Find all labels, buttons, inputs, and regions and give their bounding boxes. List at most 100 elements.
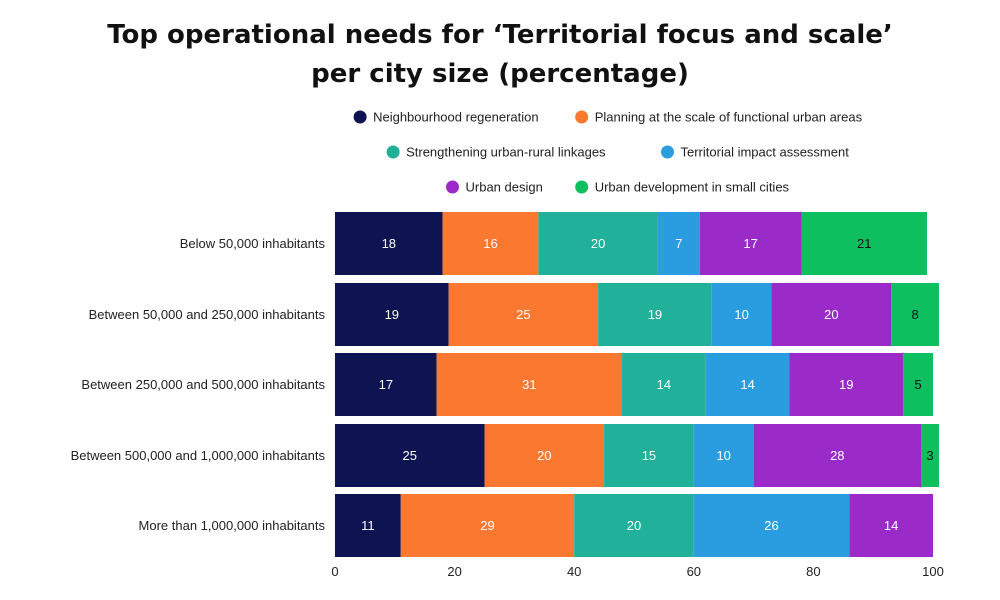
bar-segment-0-1 — [442, 212, 539, 275]
data-label-3-4: 28 — [830, 448, 844, 463]
bar-segment-2-4 — [789, 353, 904, 416]
legend-label: Territorial impact assessment — [681, 145, 850, 160]
data-label-0-5: 21 — [857, 236, 871, 251]
bar-segment-2-5 — [903, 353, 933, 416]
bar-segment-3-2 — [604, 424, 694, 487]
x-tick-label-1: 20 — [447, 564, 461, 579]
data-label-3-5: 3 — [926, 448, 933, 463]
x-axis: 0 20 40 60 80 100 — [331, 564, 943, 579]
bar-segment-3-4 — [753, 424, 922, 487]
data-label-2-2: 14 — [657, 377, 671, 392]
data-label-0-4: 17 — [743, 236, 757, 251]
x-tick-label-5: 100 — [922, 564, 944, 579]
legend-marker — [446, 180, 459, 194]
legend-marker — [386, 145, 400, 159]
category-label-3: Between 500,000 and 1,000,000 inhabitant… — [71, 448, 326, 463]
category-label-0: Below 50,000 inhabitants — [180, 236, 326, 251]
data-label-4-2: 20 — [627, 518, 641, 533]
data-label-4-0: 11 — [361, 518, 375, 533]
x-tick-label-4: 80 — [806, 564, 820, 579]
data-label-4-4: 14 — [884, 518, 898, 533]
legend-marker — [353, 110, 367, 124]
data-label-0-3: 7 — [675, 236, 682, 251]
bar-segment-0-5 — [801, 212, 928, 275]
legend-label: Urban development in small cities — [595, 180, 790, 195]
bar-segment-2-0 — [335, 353, 437, 416]
legend-label: Urban design — [466, 180, 543, 195]
data-label-1-1: 25 — [516, 307, 530, 322]
x-tick-label-3: 60 — [687, 564, 701, 579]
data-label-1-3: 10 — [734, 307, 748, 322]
bar-segment-3-0 — [335, 424, 485, 487]
legend-item-5: Urban development in small cities — [575, 180, 790, 195]
bar-segment-0-0 — [335, 212, 443, 275]
bar-segment-3-5 — [921, 424, 939, 487]
bar-segment-2-2 — [622, 353, 706, 416]
data-label-4-1: 29 — [480, 518, 494, 533]
data-label-2-4: 19 — [839, 377, 853, 392]
data-label-1-2: 19 — [648, 307, 662, 322]
chart-title: Top operational needs for ‘Territorial f… — [107, 20, 893, 89]
bar-segment-0-2 — [538, 212, 658, 275]
data-label-0-2: 20 — [591, 236, 605, 251]
category-label-2: Between 250,000 and 500,000 inhabitants — [81, 377, 325, 392]
data-label-2-0: 17 — [379, 377, 393, 392]
data-label-3-0: 25 — [403, 448, 417, 463]
category-label-4: More than 1,000,000 inhabitants — [139, 518, 326, 533]
bar-row-2: 17 31 14 14 19 5 — [335, 353, 933, 416]
legend-item-3: Territorial impact assessment — [661, 145, 849, 160]
legend-label: Neighbourhood regeneration — [373, 110, 539, 125]
legend-marker — [575, 110, 589, 124]
bar-segment-1-3 — [711, 283, 772, 346]
data-label-2-1: 31 — [522, 377, 536, 392]
legend-marker — [661, 145, 674, 159]
legend-label: Planning at the scale of functional urba… — [595, 110, 863, 125]
x-tick-label-0: 0 — [331, 564, 338, 579]
bar-segment-3-3 — [693, 424, 754, 487]
plot-area: 18 16 20 7 17 21 19 25 19 10 20 8 17 31 14 14 19 5 25 20 15 1… — [335, 212, 939, 557]
legend-item-4: Urban design — [446, 180, 543, 195]
data-label-3-3: 10 — [716, 448, 730, 463]
bar-row-1: 19 25 19 10 20 8 — [335, 283, 939, 346]
bar-segment-4-0 — [335, 494, 401, 557]
chart-legend: Neighbourhood regeneration Planning at th… — [353, 110, 863, 195]
bar-segment-0-3 — [657, 212, 700, 275]
chart-title-line-1: Top operational needs for ‘Territorial f… — [107, 20, 893, 50]
bar-segment-1-5 — [891, 283, 939, 346]
data-label-1-0: 19 — [385, 307, 399, 322]
chart-title-line-2: per city size (percentage) — [311, 59, 689, 89]
data-label-1-5: 8 — [911, 307, 918, 322]
bar-segment-3-1 — [484, 424, 605, 487]
data-label-2-3: 14 — [740, 377, 754, 392]
data-label-0-0: 18 — [382, 236, 396, 251]
data-label-4-3: 26 — [764, 518, 778, 533]
legend-label: Strengthening urban-rural linkages — [406, 145, 606, 160]
bar-segment-4-4 — [849, 494, 933, 557]
bar-segment-4-1 — [400, 494, 575, 557]
bar-segment-1-2 — [598, 283, 712, 346]
bar-row-3: 25 20 15 10 28 3 — [335, 424, 939, 487]
bar-segment-1-1 — [448, 283, 599, 346]
data-label-3-2: 15 — [642, 448, 656, 463]
data-label-3-1: 20 — [537, 448, 551, 463]
legend-item-2: Strengthening urban-rural linkages — [386, 145, 606, 160]
bar-segment-4-3 — [693, 494, 850, 557]
bar-row-4: 11 29 20 26 14 — [335, 494, 933, 557]
bar-segment-0-4 — [699, 212, 802, 275]
legend-item-0: Neighbourhood regeneration — [353, 110, 539, 125]
category-label-1: Between 50,000 and 250,000 inhabitants — [89, 307, 326, 322]
data-label-0-1: 16 — [483, 236, 497, 251]
data-label-2-5: 5 — [914, 377, 921, 392]
bar-row-0: 18 16 20 7 17 21 — [335, 212, 928, 275]
data-label-1-4: 20 — [824, 307, 838, 322]
bar-segment-2-3 — [705, 353, 790, 416]
legend-marker — [575, 180, 589, 194]
bar-segment-2-1 — [436, 353, 623, 416]
x-tick-label-2: 40 — [567, 564, 581, 579]
bar-segment-1-4 — [771, 283, 892, 346]
category-labels: Below 50,000 inhabitants Between 50,000 a… — [71, 236, 326, 533]
bar-segment-1-0 — [335, 283, 449, 346]
bar-segment-4-2 — [574, 494, 694, 557]
legend-item-1: Planning at the scale of functional urba… — [575, 110, 863, 125]
